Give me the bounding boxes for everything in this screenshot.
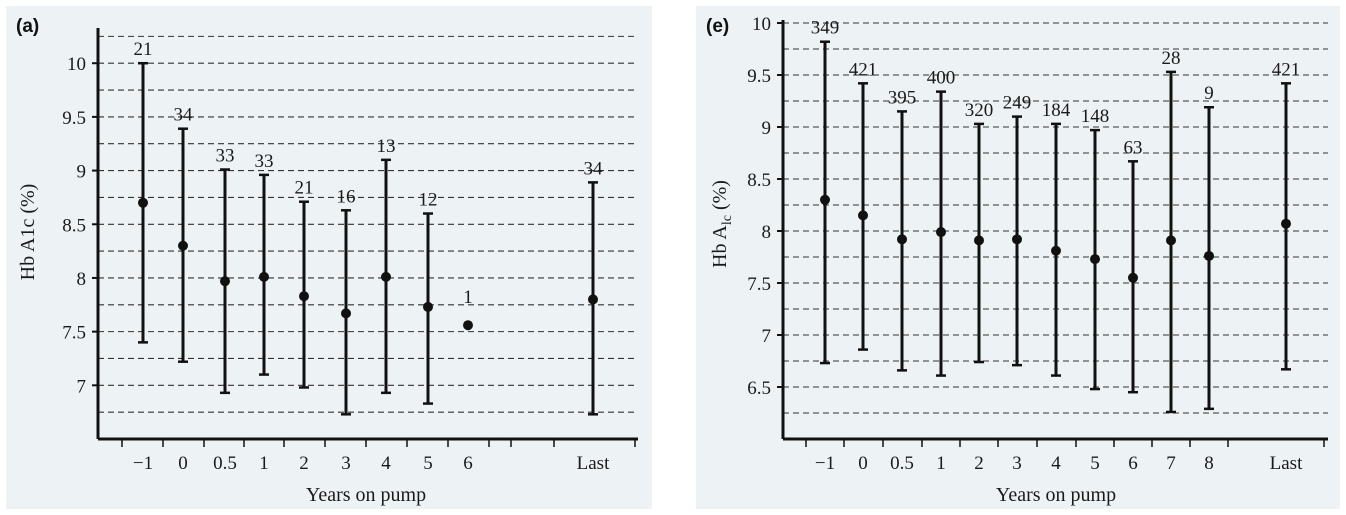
mean-point bbox=[259, 271, 269, 282]
mean-point bbox=[1204, 250, 1214, 261]
x-tick-label: 2 bbox=[299, 453, 309, 474]
x-tick-label: 3 bbox=[1012, 453, 1022, 474]
x-tick-label: 7 bbox=[1166, 453, 1176, 474]
mean-point bbox=[1090, 254, 1100, 265]
sample-size-label: 9 bbox=[1204, 83, 1214, 104]
y-tick-label: 9.5 bbox=[62, 108, 86, 129]
chart-panel-a: (a) 7 7.5 8 8.5 9 9.5 10 −1 21 0 34 0.5 33 1 33 2 21 3 16 4… bbox=[6, 6, 652, 509]
panel-label-e: (e) bbox=[706, 16, 730, 37]
sample-size-label: 28 bbox=[1162, 48, 1181, 69]
x-tick-label: Last bbox=[577, 453, 610, 474]
mean-point bbox=[423, 301, 433, 312]
y-axis-label-unit: (%) bbox=[709, 180, 731, 215]
sample-size-label: 184 bbox=[1042, 100, 1071, 121]
x-tick-label: 0 bbox=[858, 453, 868, 474]
mean-point bbox=[936, 227, 946, 238]
x-tick-label: 3 bbox=[341, 453, 351, 474]
y-tick-label: 8.5 bbox=[62, 215, 86, 236]
sample-size-label: 21 bbox=[295, 178, 314, 199]
x-tick-label: 0.5 bbox=[213, 453, 237, 474]
sample-size-label: 13 bbox=[377, 136, 396, 157]
x-tick-label: 4 bbox=[381, 453, 391, 474]
sample-size-label: 12 bbox=[419, 190, 438, 211]
panel-label-a: (a) bbox=[16, 16, 40, 37]
y-tick-label: 8 bbox=[762, 222, 772, 243]
y-tick-label: 7.5 bbox=[62, 323, 86, 344]
mean-point bbox=[1128, 272, 1138, 283]
x-axis-label: Years on pump bbox=[996, 484, 1116, 506]
mean-point bbox=[1281, 218, 1291, 229]
x-tick-label: Last bbox=[1270, 453, 1303, 474]
y-tick-label: 7 bbox=[77, 376, 87, 397]
y-tick-label: 8.5 bbox=[747, 170, 771, 191]
y-tick-label: 8 bbox=[77, 269, 87, 290]
sample-size-label: 21 bbox=[134, 39, 153, 60]
y-tick-label: 9 bbox=[762, 118, 772, 139]
y-axis-label: Hb A1c (%) bbox=[17, 184, 39, 281]
x-tick-label: 0.5 bbox=[890, 453, 914, 474]
sample-size-label: 400 bbox=[927, 68, 956, 89]
mean-point bbox=[1166, 235, 1176, 246]
mean-point bbox=[1012, 234, 1022, 245]
y-tick-label: 10 bbox=[752, 14, 771, 35]
sample-size-label: 249 bbox=[1003, 93, 1032, 114]
mean-point bbox=[588, 294, 598, 305]
sample-size-label: 421 bbox=[849, 59, 878, 80]
sample-size-label: 33 bbox=[216, 146, 235, 167]
sample-size-label: 1 bbox=[463, 287, 473, 308]
sample-size-label: 421 bbox=[1272, 59, 1301, 80]
mean-point bbox=[820, 194, 830, 205]
x-tick-label: 1 bbox=[936, 453, 946, 474]
x-tick-label: −1 bbox=[133, 453, 153, 474]
sample-size-label: 34 bbox=[174, 105, 194, 126]
x-tick-label: 8 bbox=[1204, 453, 1214, 474]
y-axis-label-main: Hb A bbox=[709, 225, 731, 268]
mean-point bbox=[858, 210, 868, 221]
sample-size-label: 34 bbox=[584, 158, 604, 179]
mean-point bbox=[463, 320, 473, 331]
mean-point bbox=[974, 235, 984, 246]
mean-point bbox=[897, 234, 907, 245]
y-tick-label: 7.5 bbox=[747, 274, 771, 295]
mean-point bbox=[220, 276, 230, 287]
x-tick-label: −1 bbox=[815, 453, 835, 474]
mean-point bbox=[341, 308, 351, 319]
chart-panel-e: (e) 6.5 7 7.5 8 8.5 9 9.5 10 −1 349 0 421 0.5 395 1 400… bbox=[696, 6, 1340, 509]
sample-size-label: 16 bbox=[337, 186, 356, 207]
y-axis-label-subscript: lc bbox=[720, 215, 735, 225]
x-tick-label: 5 bbox=[423, 453, 433, 474]
mean-point bbox=[1051, 245, 1061, 256]
sample-size-label: 349 bbox=[811, 18, 840, 39]
sample-size-label: 320 bbox=[965, 100, 994, 121]
x-tick-label: 6 bbox=[1128, 453, 1138, 474]
x-tick-label: 4 bbox=[1051, 453, 1061, 474]
x-tick-label: 2 bbox=[974, 453, 984, 474]
mean-point bbox=[178, 240, 188, 251]
sample-size-label: 33 bbox=[255, 151, 274, 172]
sample-size-label: 63 bbox=[1124, 137, 1143, 158]
errorbar-chart-e: 6.577.588.599.510−134904210.539514002320… bbox=[709, 14, 1328, 506]
y-tick-label: 10 bbox=[67, 54, 86, 75]
y-tick-label: 9.5 bbox=[747, 66, 771, 87]
x-axis-label: Years on pump bbox=[306, 484, 426, 506]
y-tick-label: 9 bbox=[77, 162, 87, 183]
errorbar-chart-a: 77.588.599.510−1210340.53313322131641351… bbox=[17, 28, 638, 506]
y-axis-label: Hb Alc (%) bbox=[709, 180, 735, 268]
x-tick-label: 0 bbox=[178, 453, 188, 474]
mean-point bbox=[138, 197, 148, 208]
mean-point bbox=[299, 291, 309, 302]
sample-size-label: 148 bbox=[1081, 106, 1110, 127]
y-tick-label: 7 bbox=[762, 326, 772, 347]
x-tick-label: 5 bbox=[1090, 453, 1100, 474]
x-tick-label: 1 bbox=[259, 453, 269, 474]
y-tick-label: 6.5 bbox=[747, 378, 771, 399]
mean-point bbox=[381, 271, 391, 282]
sample-size-label: 395 bbox=[888, 87, 917, 108]
x-tick-label: 6 bbox=[463, 453, 473, 474]
